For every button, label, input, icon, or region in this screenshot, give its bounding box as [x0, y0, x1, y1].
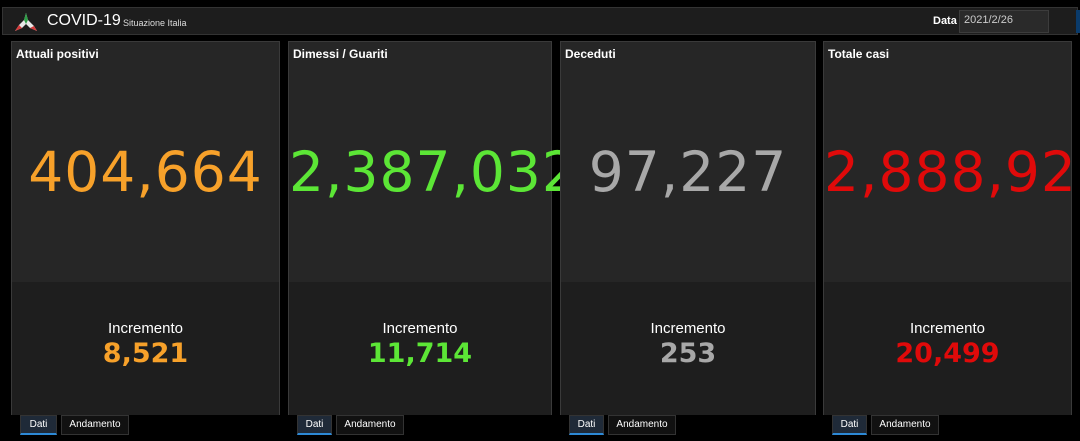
card-total-value: 404,664: [28, 140, 263, 204]
card-label: Totale casi: [828, 47, 890, 61]
card-totale-casi: Totale casi 2,888,923 Incremento 20,499: [823, 41, 1080, 415]
increment-value: 253: [659, 338, 717, 369]
card-top-panel: [12, 42, 279, 282]
increment-label: Incremento: [107, 320, 184, 337]
date-input[interactable]: 2021/2/26: [959, 10, 1049, 33]
increment-value: 20,499: [895, 338, 1000, 369]
italy-map-icon: [14, 12, 38, 32]
card-attuali-positivi: Attuali positivi 404,664 Incremento 8,52…: [11, 41, 280, 415]
increment-label: Incremento: [909, 320, 986, 337]
tab-andamento[interactable]: Andamento: [608, 415, 676, 435]
card-label: Dimessi / Guariti: [293, 47, 388, 61]
card-bottom-panel: [824, 282, 1071, 415]
increment-value: 8,521: [102, 338, 189, 369]
card-dimessi-guariti: Dimessi / Guariti 2,387,032 Incremento 1…: [288, 41, 578, 415]
date-label: Data: [933, 15, 957, 27]
increment-label: Incremento: [650, 320, 726, 337]
tab-dati[interactable]: Dati: [297, 415, 332, 435]
card-total-value: 2,387,032: [289, 140, 578, 204]
card-top-panel: [561, 42, 815, 282]
card-bottom-panel: [289, 282, 551, 415]
card-deceduti: Deceduti 97,227 Incremento 253: [560, 41, 816, 415]
increment-value: 11,714: [367, 338, 473, 369]
date-picker-button[interactable]: [1076, 10, 1080, 33]
tab-andamento[interactable]: Andamento: [871, 415, 939, 435]
tab-dati[interactable]: Dati: [569, 415, 604, 435]
tab-dati[interactable]: Dati: [832, 415, 867, 435]
card-bottom-panel: [561, 282, 815, 415]
card-top-panel: [824, 42, 1071, 282]
card-total-value: 2,888,923: [824, 140, 1080, 204]
app-header: COVID-19 Situazione Italia Data 2021/2/2…: [2, 7, 1080, 35]
tab-andamento[interactable]: Andamento: [61, 415, 129, 435]
card-bottom-panel: [12, 282, 279, 415]
increment-label: Incremento: [382, 320, 458, 337]
card-label: Deceduti: [565, 47, 616, 61]
card-label: Attuali positivi: [16, 47, 99, 61]
tab-andamento[interactable]: Andamento: [336, 415, 404, 435]
tab-dati[interactable]: Dati: [20, 415, 57, 435]
card-top-panel: [289, 42, 551, 282]
app-subtitle: Situazione Italia: [123, 18, 187, 28]
card-total-value: 97,227: [588, 140, 788, 204]
app-title: COVID-19: [47, 12, 121, 29]
